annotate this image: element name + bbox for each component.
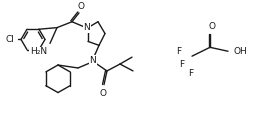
- Text: F: F: [179, 60, 184, 69]
- Text: N: N: [90, 56, 96, 65]
- Text: F: F: [188, 69, 194, 78]
- Text: O: O: [77, 2, 85, 11]
- Text: N: N: [84, 23, 90, 32]
- Text: O: O: [209, 22, 215, 31]
- Text: O: O: [99, 89, 106, 98]
- Text: F: F: [176, 47, 181, 56]
- Text: Cl: Cl: [5, 35, 14, 44]
- Text: OH: OH: [234, 47, 248, 56]
- Text: H₂N: H₂N: [30, 47, 47, 56]
